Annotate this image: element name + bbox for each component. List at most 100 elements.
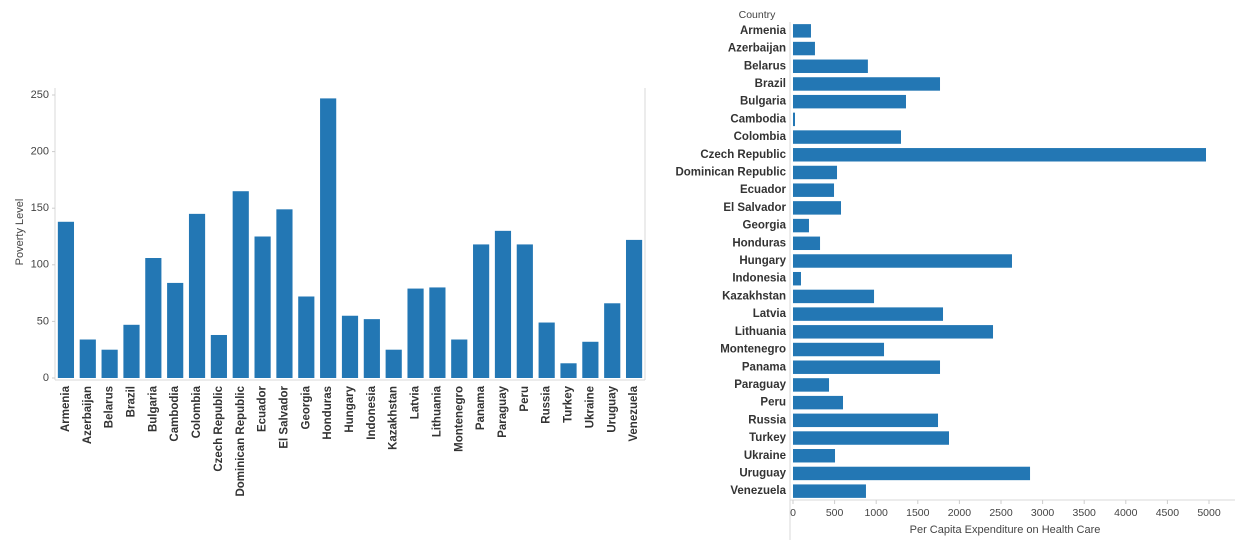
x-tick-label: Uruguay: [606, 385, 618, 432]
x-tick-label: Paraguay: [497, 385, 509, 437]
y-tick-label: Georgia: [743, 220, 787, 232]
y-tick-label: Czech Republic: [700, 149, 786, 161]
y-tick-label: Paraguay: [734, 379, 786, 391]
bar: [276, 209, 293, 378]
x-tick-label: Turkey: [563, 385, 575, 422]
bar: [793, 395, 844, 410]
y-tick-label: 200: [31, 146, 49, 158]
bar: [145, 258, 162, 378]
y-tick-label: Panama: [742, 361, 787, 373]
x-tick-label: 3000: [1031, 507, 1055, 519]
x-tick-label: Cambodia: [169, 385, 181, 441]
bar: [232, 191, 249, 378]
y-tick-label: Colombia: [734, 131, 787, 143]
x-tick-label: 500: [826, 507, 844, 519]
bar: [538, 322, 555, 378]
bar: [793, 41, 815, 56]
bar: [793, 59, 868, 73]
bar: [793, 484, 866, 498]
x-tick-label: Lithuania: [431, 385, 443, 437]
bar: [793, 254, 1012, 268]
x-tick-label: 2500: [989, 507, 1013, 519]
x-tick-label: 4000: [1114, 507, 1138, 519]
y-tick-label: Indonesia: [732, 273, 786, 285]
bar: [793, 183, 835, 197]
y-tick-label: Lithuania: [735, 326, 787, 338]
bar: [363, 319, 380, 378]
x-tick-label: Ukraine: [584, 386, 596, 428]
x-tick-label: 5000: [1197, 507, 1221, 519]
y-tick-label: Turkey: [749, 432, 786, 444]
x-tick-label: Montenegro: [453, 386, 465, 452]
y-tick-label: 50: [37, 315, 49, 327]
x-tick-label: Panama: [475, 385, 487, 430]
x-tick-label: 1500: [906, 507, 930, 519]
x-tick-label: 0: [790, 507, 796, 519]
bar: [516, 244, 533, 378]
x-tick-label: Colombia: [191, 385, 203, 438]
y-tick-label: Peru: [760, 397, 786, 409]
bar: [341, 315, 359, 378]
x-tick-label: Georgia: [300, 385, 312, 429]
y-tick-label: Kazakhstan: [722, 290, 786, 302]
x-tick-label: Russia: [541, 385, 553, 423]
bar: [793, 112, 795, 127]
x-tick-label: El Salvador: [278, 385, 290, 448]
x-tick-label: 3500: [1073, 507, 1097, 519]
y-tick-label: Belarus: [744, 60, 786, 72]
bar: [793, 466, 1031, 481]
bar: [793, 130, 901, 144]
y-tick-label: 0: [43, 372, 49, 384]
x-tick-label: Hungary: [344, 385, 356, 432]
x-tick-label: Honduras: [322, 386, 334, 440]
bar: [473, 244, 490, 378]
y-tick-label: Bulgaria: [740, 96, 787, 108]
y-tick-label: Montenegro: [720, 344, 786, 356]
y-tick-label: 250: [31, 89, 49, 101]
x-tick-label: 4500: [1156, 507, 1180, 519]
y-tick-label: Latvia: [753, 308, 787, 320]
bar: [320, 98, 337, 379]
bar: [79, 339, 96, 378]
category-axis-title: Country: [739, 9, 777, 21]
x-tick-label: Azerbaijan: [82, 386, 94, 444]
x-tick-label: Bulgaria: [147, 385, 159, 432]
bar: [625, 239, 643, 378]
bar: [494, 230, 512, 378]
bar: [793, 307, 944, 321]
x-tick-label: Czech Republic: [213, 385, 225, 471]
y-tick-label: Russia: [748, 414, 786, 426]
bar: [793, 360, 941, 374]
y-tick-label: Armenia: [740, 25, 787, 37]
bar: [582, 341, 599, 378]
x-tick-label: Ecuador: [257, 385, 269, 432]
bar: [793, 449, 836, 463]
bar: [451, 339, 468, 378]
y-tick-label: Hungary: [739, 255, 786, 267]
bar: [385, 349, 402, 378]
bar: [793, 94, 906, 109]
y-tick-label: Dominican Republic: [675, 167, 786, 179]
x-tick-label: 1000: [865, 507, 889, 519]
bar: [560, 363, 577, 378]
y-tick-label: Ukraine: [744, 450, 786, 462]
bar: [793, 378, 830, 392]
bar: [101, 349, 118, 378]
bar: [254, 236, 271, 378]
y-tick-label: Cambodia: [730, 113, 786, 125]
bar: [793, 325, 994, 339]
y-tick-label: Honduras: [732, 237, 786, 249]
bar: [407, 288, 424, 378]
x-tick-label: Latvia: [410, 385, 422, 419]
y-tick-label: Azerbaijan: [728, 43, 786, 55]
bar: [123, 324, 140, 378]
bar: [604, 303, 621, 378]
y-axis-title: Poverty Level: [14, 199, 26, 266]
y-tick-label: Ecuador: [740, 184, 787, 196]
bar: [793, 236, 821, 251]
y-tick-label: 100: [31, 259, 49, 271]
bar: [793, 271, 801, 286]
x-tick-label: Belarus: [104, 386, 116, 428]
bar: [793, 77, 941, 91]
bar: [793, 413, 939, 428]
